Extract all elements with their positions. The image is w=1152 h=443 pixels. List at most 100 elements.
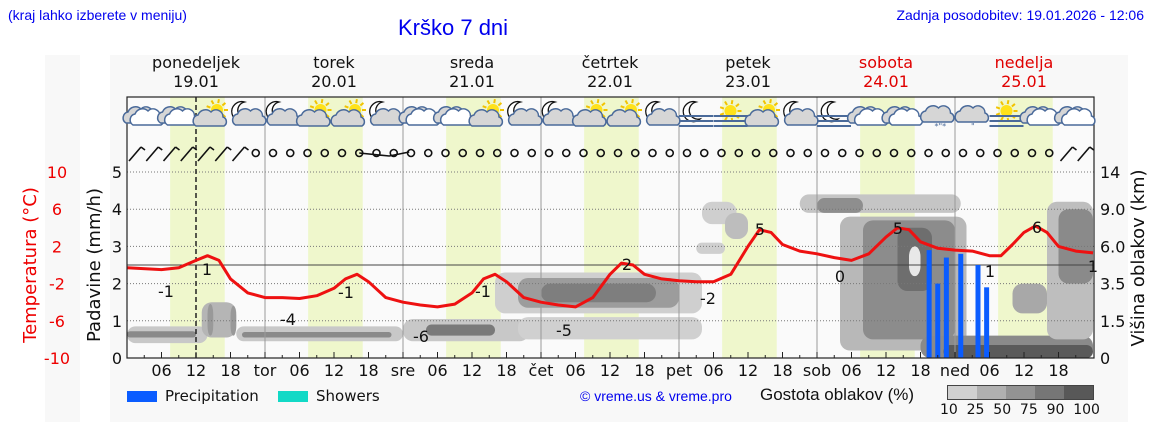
cloud-height-tick: 3.5 — [1100, 275, 1125, 294]
calm-wind-icon — [492, 148, 502, 158]
calm-wind-icon — [751, 148, 761, 158]
temperature-extreme-label: -1 — [475, 282, 491, 301]
cloudy-icon — [1053, 106, 1096, 126]
cloudy-icon — [156, 106, 199, 126]
temperature-extreme-label: 5 — [755, 220, 765, 239]
calm-wind-icon — [441, 148, 450, 158]
cloud-blob — [696, 242, 725, 254]
x-tick: 06 — [427, 361, 447, 380]
x-tick: 12 — [738, 361, 758, 380]
x-tick: 12 — [600, 361, 620, 380]
x-tick: 06 — [151, 361, 171, 380]
cloud-height-axis-title: Višina oblakov (km) — [1128, 169, 1149, 346]
temp-tick: -6 — [49, 312, 65, 331]
cloud-blob — [817, 198, 863, 213]
cloud-blob — [426, 324, 495, 336]
temperature-extreme-label: 1 — [202, 260, 212, 279]
cloud-blob — [207, 304, 214, 336]
calm-wind-icon — [561, 148, 571, 158]
temperature-extreme-label: 2 — [622, 255, 632, 274]
calm-wind-icon — [889, 148, 899, 158]
temp-tick: 10 — [47, 163, 67, 182]
cloud-height-tick: 14 — [1100, 163, 1120, 182]
precip-axis-title: Padavine (mm/h) — [84, 188, 105, 342]
calm-wind-icon — [975, 148, 985, 158]
temperature-extreme-label: -6 — [413, 327, 429, 346]
showers-label: Showers — [316, 387, 380, 405]
day-date: 25.01 — [1001, 72, 1047, 91]
precipitation-swatch — [127, 391, 157, 402]
x-tick: 12 — [876, 361, 896, 380]
temp-tick: 2 — [52, 237, 62, 256]
temperature-extreme-label: 6 — [1032, 218, 1042, 237]
precip-tick: 2 — [112, 275, 122, 294]
calm-wind-icon — [251, 148, 261, 158]
calm-wind-icon — [596, 148, 606, 158]
temperature-extreme-label: -4 — [280, 310, 296, 329]
x-tick: čet — [529, 361, 554, 380]
temperature-extreme-label: 1 — [985, 262, 995, 281]
day-date: 23.01 — [725, 72, 771, 91]
calm-wind-icon — [1010, 148, 1020, 158]
x-tick: 18 — [772, 361, 792, 380]
temperature-extreme-label: -1 — [338, 283, 354, 302]
x-tick: pet — [666, 361, 692, 380]
calm-wind-icon — [320, 148, 330, 158]
wind-barb-icon — [180, 146, 194, 162]
day-label: torek 20.01 — [265, 53, 403, 91]
colorbar-segment — [1064, 386, 1093, 399]
colorbar-tick: 90 — [1046, 402, 1065, 418]
temperature-extreme-label: -5 — [556, 321, 572, 340]
colorbar-segment — [1006, 386, 1035, 399]
temperature-labels: -1 1 -4 -1 -6 -1 -5 2 -2 5 0 5 1 6 1 — [158, 218, 1098, 346]
x-tick: tor — [254, 361, 277, 380]
cloud-blob — [1012, 283, 1047, 314]
day-label: ponedeljek 19.01 — [127, 53, 265, 91]
legend-showers: Showers — [278, 387, 380, 405]
copyright-link[interactable]: © vreme.us & vreme.pro — [580, 388, 732, 404]
sun-fog-icon — [713, 99, 748, 127]
temp-tick: -10 — [44, 349, 70, 368]
last-update-timestamp: Zadnja posodobitev: 19.01.2026 - 12:06 — [896, 7, 1144, 23]
calm-wind-icon — [389, 148, 399, 158]
calm-wind-icon — [717, 148, 726, 158]
cloudy-icon — [122, 106, 165, 126]
day-date: 22.01 — [587, 72, 633, 91]
cloudy-icon — [1019, 106, 1062, 126]
calm-wind-icon — [544, 148, 554, 158]
temperature-line — [126, 224, 1094, 309]
svg-text:*"*: *"* — [935, 122, 947, 131]
moon-cloud-icon — [783, 100, 819, 126]
partly-sunny-icon — [330, 98, 366, 127]
calm-wind-icon — [648, 148, 657, 158]
region-menu-hint: (kraj lahko izberete v meniju) — [8, 7, 187, 23]
x-tick: 18 — [220, 361, 240, 380]
cloudy-icon — [432, 106, 475, 126]
precipitation-bar — [935, 283, 941, 358]
wind-barb-icon — [1077, 146, 1091, 162]
partly-sunny-icon — [468, 98, 504, 127]
cloud-blob — [725, 212, 748, 239]
x-tick: 18 — [910, 361, 930, 380]
x-tick: 18 — [1048, 361, 1068, 380]
temperature-extreme-label: 0 — [835, 267, 845, 286]
calm-wind-icon — [630, 148, 640, 158]
x-tick: 06 — [979, 361, 999, 380]
temp-tick: -2 — [49, 275, 65, 294]
cloud-density-colorbar — [947, 385, 1094, 400]
precip-tick: 4 — [112, 200, 122, 219]
calm-wind-icon — [872, 148, 882, 158]
cloudy-icon — [881, 106, 924, 126]
colorbar-tick: 50 — [993, 402, 1012, 418]
partly-sunny-icon — [571, 98, 608, 127]
day-label: sobota 24.01 — [817, 53, 955, 91]
precip-tick: 3 — [112, 237, 122, 256]
cloud-blob — [541, 283, 656, 303]
moon-fog-icon — [679, 100, 713, 127]
calm-wind-icon — [372, 148, 381, 158]
partly-sunny-icon — [744, 98, 780, 127]
cloud-height-tick: 6.0 — [1100, 237, 1125, 256]
day-date: 19.01 — [173, 72, 219, 91]
cloud-height-tick: 1.5 — [1100, 312, 1125, 331]
